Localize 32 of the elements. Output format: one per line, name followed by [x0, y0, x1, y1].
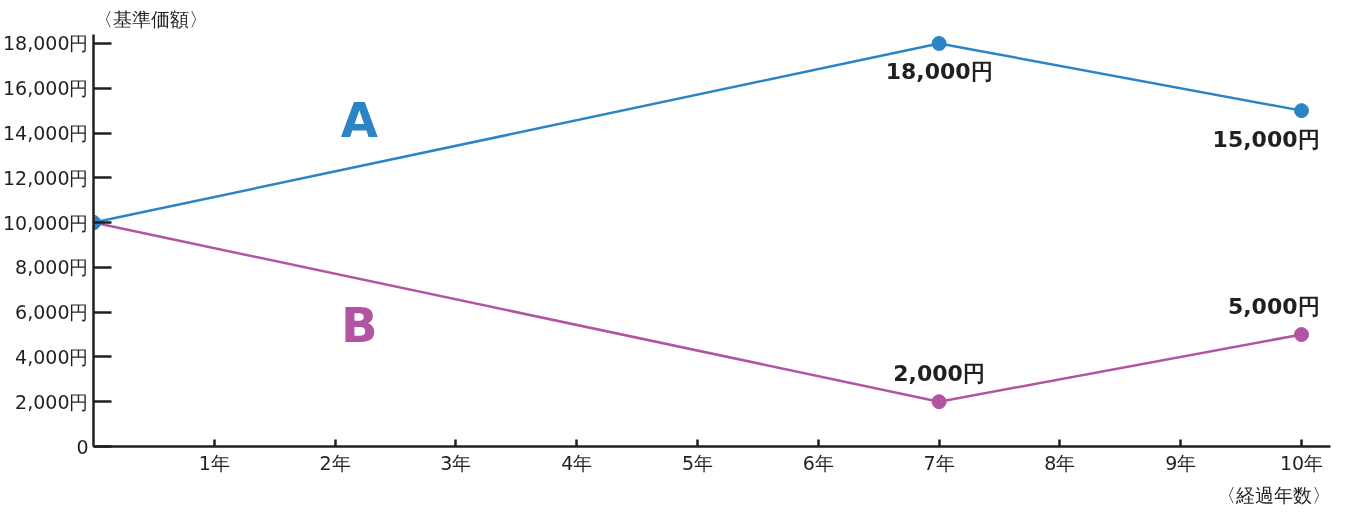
y-tick-label: 18,000円 [3, 32, 89, 55]
point [1294, 327, 1310, 343]
series-label: A [340, 92, 378, 149]
y-tick-label: 8,000円 [15, 256, 89, 279]
series-label: B [340, 296, 378, 353]
x-tick-label: 3年 [440, 451, 472, 474]
point [931, 35, 947, 51]
x-tick-label: 4年 [561, 451, 593, 474]
x-tick-label: 5年 [681, 451, 714, 474]
y-tick-label: 6,000円 [15, 301, 89, 324]
y-tick-label: 0 [76, 435, 89, 458]
data-label: 2,000円 [893, 360, 985, 386]
x-tick-label: 7年 [923, 451, 955, 474]
data-label: 18,000円 [885, 59, 993, 85]
x-axis-title: 〈経過年数〉 [1216, 483, 1331, 506]
data-label: 5,000円 [1227, 293, 1320, 319]
y-axis-title: 〈基準価額〉 [93, 7, 208, 30]
point [931, 394, 947, 410]
data-label: 15,000円 [1212, 126, 1320, 152]
x-tick-label: 8年 [1044, 451, 1076, 474]
y-tick-label: 14,000円 [3, 122, 89, 145]
y-tick-label: 2,000円 [15, 390, 89, 413]
y-tick-label: 16,000円 [3, 77, 89, 100]
x-tick-label: 10年 [1279, 451, 1324, 474]
point [1294, 103, 1310, 119]
y-tick-label: 12,000円 [3, 166, 89, 189]
y-tick-label: 10,000円 [3, 211, 89, 234]
x-tick-label: 9年 [1165, 451, 1197, 474]
x-tick-label: 6年 [802, 451, 834, 474]
y-tick-label: 4,000円 [15, 345, 89, 368]
x-tick-label: 1年 [198, 451, 230, 474]
x-tick-label: 2年 [319, 451, 351, 474]
